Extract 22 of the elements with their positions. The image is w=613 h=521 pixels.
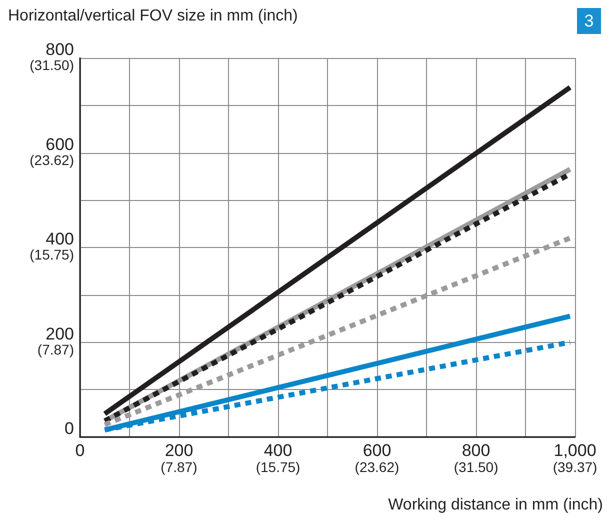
y-tick-label: 600 xyxy=(46,134,74,154)
y2-tick-label: (23.62) xyxy=(30,152,74,168)
text: 3 xyxy=(584,12,594,30)
y-tick-label: 800 xyxy=(46,40,74,59)
x2-tick-label: (23.62) xyxy=(354,459,400,475)
x2-tick-label: (7.87) xyxy=(160,459,198,475)
x-tick-label: 600 xyxy=(362,441,392,460)
y-tick-label: 200 xyxy=(46,324,74,344)
x2-tick-label: (15.75) xyxy=(256,459,300,475)
x-tick-label: 400 xyxy=(264,441,292,460)
x2-tick-label: (39.37) xyxy=(552,459,598,475)
x-tick-label: 1,000 xyxy=(554,441,596,460)
y-axis-title: Horizontal/vertical FOV size in mm (inch) xyxy=(8,8,298,24)
x-tick-label: 800 xyxy=(462,441,490,460)
x-tick-label: 200 xyxy=(164,441,194,460)
y-tick-label: 0 xyxy=(64,419,74,438)
y2-tick-label: (31.50) xyxy=(30,57,74,73)
y2-tick-label: (7.87) xyxy=(37,341,74,358)
y-tick-label: 400 xyxy=(46,230,74,248)
y2-tick-label: (15.75) xyxy=(30,246,74,262)
x-axis-title: Working distance in mm (inch) xyxy=(388,496,604,514)
x2-tick-label: (31.50) xyxy=(454,459,498,475)
